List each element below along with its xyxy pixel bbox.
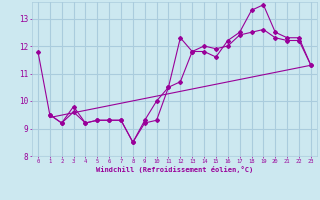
X-axis label: Windchill (Refroidissement éolien,°C): Windchill (Refroidissement éolien,°C) xyxy=(96,166,253,173)
